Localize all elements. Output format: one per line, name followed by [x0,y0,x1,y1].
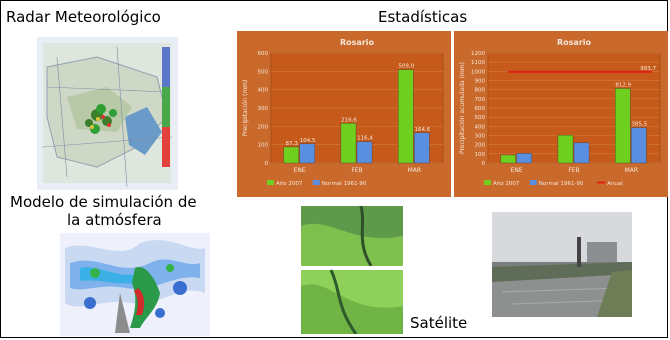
bar-year [615,88,631,164]
data-label: 104,5 [300,138,316,144]
y-tick-label: 0 [482,161,486,167]
bar-normal [573,142,590,164]
bar-normal [299,143,315,164]
legend-label: Anual [607,181,623,187]
bar-normal [356,141,373,164]
y-tick-label: 400 [475,124,486,130]
y-tick-label: 500 [258,69,269,75]
bar-year [557,134,574,164]
y-tick-label: 0 [265,161,269,167]
bar-normal [631,127,647,164]
data-label: 216,6 [341,117,357,123]
x-tick-label: MAR [408,167,421,174]
bar-year [283,146,299,164]
satellite-image [301,206,403,334]
chart-title: Rosario [340,38,375,47]
y-tick-label: 600 [475,106,486,112]
model-title-line1: Modelo de simulación de [10,193,197,211]
data-label: 385,5 [631,122,647,128]
data-label: 509,0 [398,64,414,70]
y-tick-label: 200 [258,124,269,130]
x-tick-label: FEB [568,167,579,174]
bar-normal [516,153,532,164]
y-axis-label: Precipitación acumulada (mm) [459,62,466,154]
bar-year [500,154,516,164]
chart-monthly: Rosario 0 100 200 300 400 500 600 Precipitación … [237,31,451,197]
y-tick-label: 600 [258,51,269,57]
y-tick-label: 800 [475,88,486,94]
radar-title: Radar Meteorológico [6,8,161,26]
y-tick-label: 1100 [471,60,485,66]
x-tick-label: FEB [351,167,362,174]
y-tick-label: 100 [258,143,269,149]
data-label: 116,4 [357,136,373,142]
y-tick-label: 300 [475,134,486,140]
legend-swatch [312,180,320,185]
data-label: 164,6 [414,127,430,133]
flood-photo [492,212,632,317]
reference-line-label: 993,7 [640,66,656,72]
legend-label: Año 2007 [276,181,303,187]
y-tick-label: 1000 [471,69,485,75]
x-tick-label: ENE [511,167,523,174]
y-tick-label: 200 [475,143,486,149]
bar-year [340,123,357,164]
y-tick-label: 400 [258,88,269,94]
legend-swatch [529,180,537,185]
model-title-line2: la atmósfera [67,211,162,229]
legend-swatch [484,180,491,185]
satellite-title: Satélite [410,314,468,332]
legend-swatch [597,181,606,184]
y-tick-label: 300 [258,106,269,112]
data-label: 87,3 [286,141,299,147]
y-tick-label: 700 [475,97,486,103]
y-tick-label: 1200 [471,51,485,57]
x-tick-label: ENE [294,167,306,174]
legend-swatch [267,180,274,185]
y-tick-label: 900 [475,79,486,85]
atmosphere-model-image [60,233,210,336]
bar-year [398,69,414,164]
chart-cumulative: Rosario 0 100 200 300 400 500 600 700 800 900 1000 1… [454,31,668,197]
stats-title: Estadísticas [378,8,468,26]
legend-label: Año 2007 [493,181,520,187]
x-tick-label: MAR [625,167,638,174]
radar-image [37,37,178,190]
legend-label: Normal 1961-90 [539,181,584,187]
data-label: 812,9 [615,82,631,88]
legend-label: Normal 1961-90 [322,181,367,187]
chart-title: Rosario [557,38,592,47]
y-tick-label: 100 [475,152,486,158]
y-axis-label: Precipitación (mm) [242,80,249,137]
y-tick-label: 500 [475,115,486,121]
bar-normal [414,132,430,164]
